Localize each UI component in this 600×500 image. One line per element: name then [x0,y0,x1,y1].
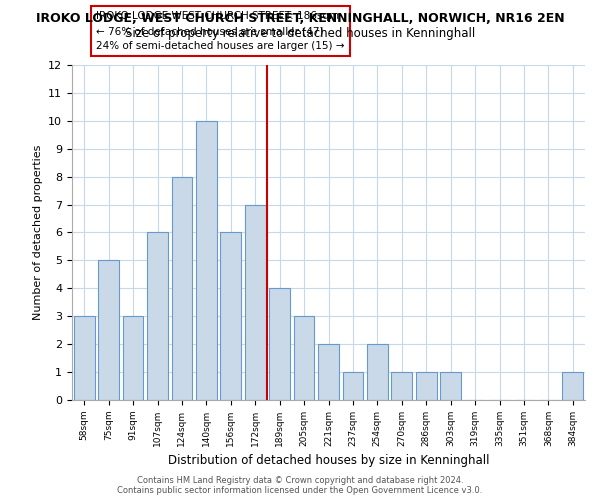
Text: IROKO LODGE WEST CHURCH STREET: 186sqm
← 76% of detached houses are smaller (47): IROKO LODGE WEST CHURCH STREET: 186sqm ←… [97,12,345,51]
Bar [220,232,241,400]
Bar [343,372,364,400]
Bar [293,316,314,400]
Bar [122,316,143,400]
Bar [98,260,119,400]
Text: Contains public sector information licensed under the Open Government Licence v3: Contains public sector information licen… [118,486,482,495]
Bar [269,288,290,400]
Bar [196,121,217,400]
Bar [318,344,339,400]
Bar [74,316,95,400]
Bar [416,372,437,400]
Y-axis label: Number of detached properties: Number of detached properties [32,145,43,320]
Bar [391,372,412,400]
Bar [172,176,193,400]
Bar [367,344,388,400]
Bar [440,372,461,400]
Bar [245,204,266,400]
X-axis label: Distribution of detached houses by size in Kenninghall: Distribution of detached houses by size … [168,454,489,468]
Text: IROKO LODGE, WEST CHURCH STREET, KENNINGHALL, NORWICH, NR16 2EN: IROKO LODGE, WEST CHURCH STREET, KENNING… [35,12,565,26]
Text: Size of property relative to detached houses in Kenninghall: Size of property relative to detached ho… [125,28,475,40]
Bar [147,232,168,400]
Text: Contains HM Land Registry data © Crown copyright and database right 2024.: Contains HM Land Registry data © Crown c… [137,476,463,485]
Bar [562,372,583,400]
